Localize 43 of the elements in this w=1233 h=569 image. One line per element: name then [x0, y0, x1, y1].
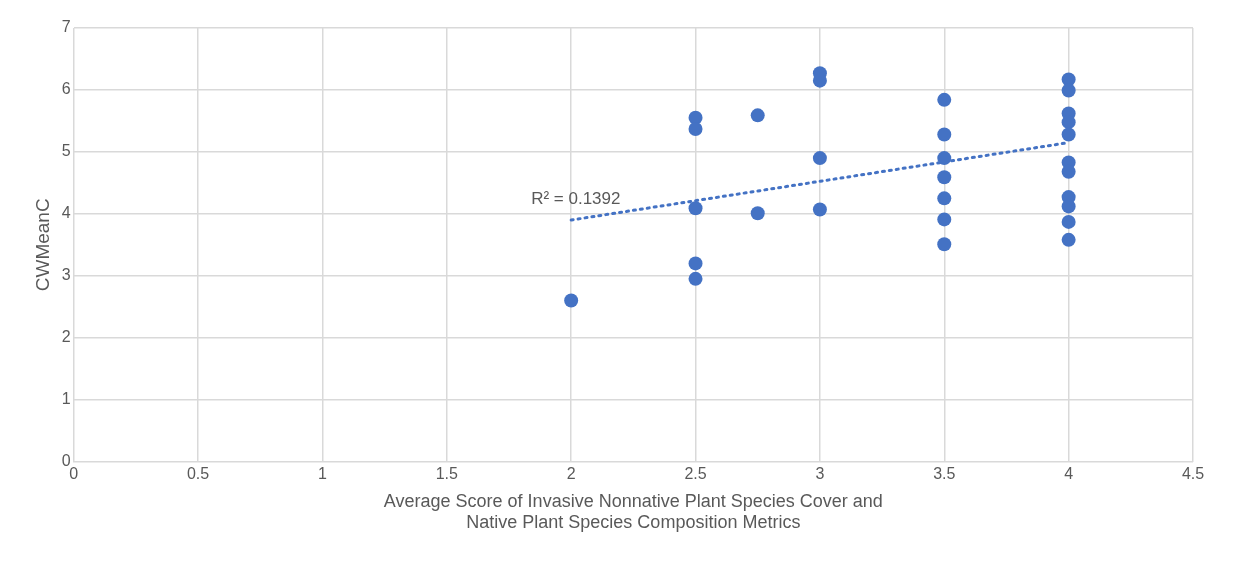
x-tick-label: 3	[815, 464, 825, 482]
point	[1061, 127, 1076, 142]
point	[937, 237, 952, 252]
x-tick-label: 2.5	[684, 464, 707, 482]
x-tick-label: 0.5	[186, 464, 210, 482]
point	[750, 206, 765, 221]
point	[688, 121, 703, 136]
annotation: R² = 0.1392	[531, 189, 621, 209]
point	[1061, 83, 1076, 98]
y-tick-label: 1	[61, 390, 71, 408]
y-tick-label: 0	[61, 452, 71, 470]
y-tick-label: 4	[61, 204, 71, 222]
point	[937, 191, 952, 206]
x-tick-label: 2	[566, 464, 576, 482]
x-tick-label: 1	[317, 464, 327, 482]
point	[937, 127, 952, 142]
point	[812, 151, 827, 166]
point	[937, 212, 952, 227]
point	[1061, 199, 1076, 214]
y-axis-title: CWMeanC	[31, 198, 53, 292]
x-tick-label: 4.5	[1181, 464, 1205, 482]
point	[1061, 164, 1076, 179]
y-tick-label: 2	[61, 328, 71, 346]
point	[1061, 232, 1076, 247]
y-tick-label: 3	[61, 266, 71, 284]
point	[1061, 115, 1076, 130]
x-tick-label: 1.5	[435, 464, 459, 482]
point	[1061, 214, 1076, 229]
point	[564, 293, 579, 308]
x-tick-label: 3.5	[933, 464, 956, 482]
point	[812, 202, 827, 217]
point	[937, 92, 952, 107]
point	[688, 201, 703, 216]
x-tick-label: 4	[1064, 464, 1074, 482]
y-tick-label: 6	[61, 80, 71, 98]
x-axis-title: Average Score of Invasive Nonnative Plant Species Cover and Native Plant Species Composition Metrics	[383, 490, 883, 533]
y-tick-label: 5	[61, 142, 71, 160]
point	[688, 256, 703, 271]
point	[688, 271, 703, 286]
point	[937, 170, 952, 185]
point	[937, 151, 952, 166]
y-tick-label: 7	[61, 18, 71, 36]
point	[750, 108, 765, 123]
